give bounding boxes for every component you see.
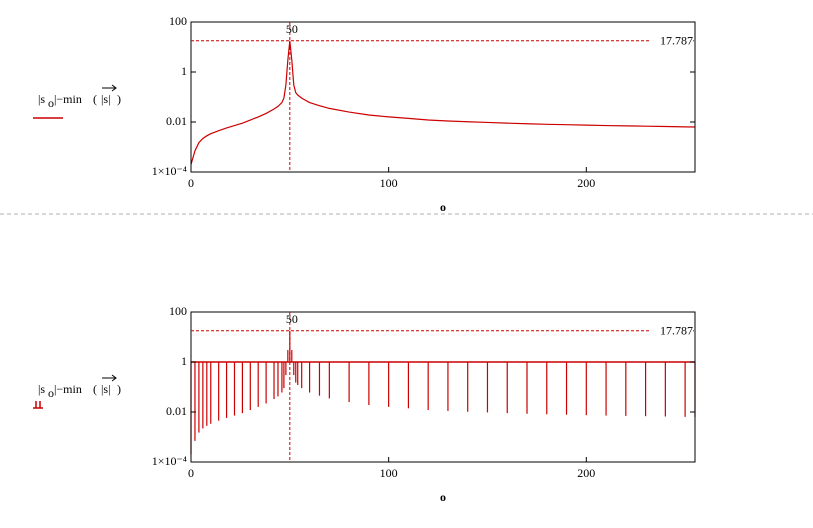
x-tick-label: 200 xyxy=(577,466,595,480)
marker-x-label: 50 xyxy=(286,22,298,36)
y-tick-label: 1×10⁻⁴ xyxy=(152,164,187,178)
vector-arrow xyxy=(102,374,117,382)
y-tick-label: 0.01 xyxy=(166,114,187,128)
y-axis-label-part: ( xyxy=(93,92,97,106)
marker-y-label-bg xyxy=(651,323,693,338)
y-axis-label-part: |s| xyxy=(101,92,110,106)
marker-y-label-bg xyxy=(651,33,693,48)
x-axis-label: o xyxy=(440,490,446,504)
x-tick-label: 200 xyxy=(577,176,595,190)
trace-line xyxy=(190,40,696,165)
y-tick-label: 100 xyxy=(169,304,187,318)
legend-swatch xyxy=(33,401,43,409)
y-tick-label: 1×10⁻⁴ xyxy=(152,454,187,468)
y-axis-label-part: ( xyxy=(93,382,97,396)
plot-frame xyxy=(190,311,696,463)
marker-y-label: 17.787 xyxy=(660,33,693,47)
y-axis-label-part: ) xyxy=(117,382,121,396)
plot-frame xyxy=(190,21,696,173)
vector-arrow xyxy=(102,84,117,92)
y-axis-label-part: ) xyxy=(117,92,121,106)
y-axis-label-part: |s xyxy=(38,382,45,396)
marker-x-label: 50 xyxy=(286,312,298,326)
y-axis-label-part: |−min xyxy=(54,92,82,106)
y-tick-label: 1 xyxy=(181,64,187,78)
x-tick-label: 0 xyxy=(188,466,194,480)
y-tick-label: 1 xyxy=(181,354,187,368)
x-axis-label: o xyxy=(440,200,446,214)
y-axis-label-part: o xyxy=(48,386,54,400)
x-tick-label: 0 xyxy=(188,176,194,190)
y-axis-label-part: |s xyxy=(38,92,45,106)
marker-y-label: 17.787 xyxy=(660,323,693,337)
y-axis-label-part: |−min xyxy=(54,382,82,396)
y-axis-label-part: o xyxy=(48,96,54,110)
y-axis-label-part: |s| xyxy=(101,382,110,396)
y-tick-label: 0.01 xyxy=(166,404,187,418)
x-tick-label: 100 xyxy=(380,176,398,190)
y-tick-label: 100 xyxy=(169,14,187,28)
x-tick-label: 100 xyxy=(380,466,398,480)
